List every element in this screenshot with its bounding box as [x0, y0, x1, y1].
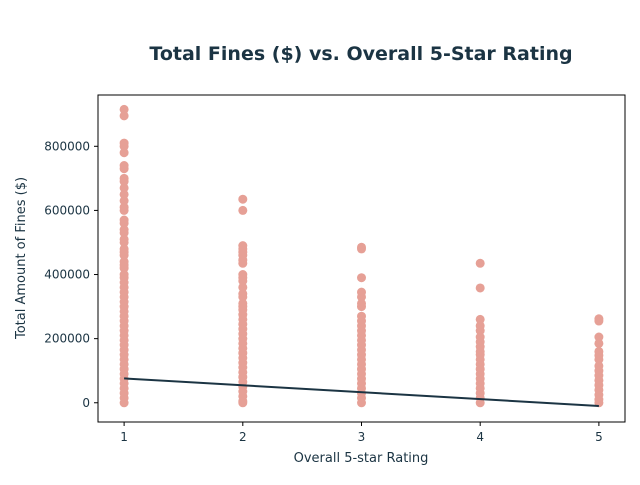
- data-point: [357, 292, 366, 302]
- data-point: [119, 228, 129, 238]
- y-axis: 0 200000 400000 600000 800000: [44, 139, 98, 410]
- data-point: [119, 398, 129, 408]
- data-point: [594, 316, 604, 326]
- x-tick-label: 3: [358, 430, 366, 444]
- data-point: [475, 258, 485, 268]
- data-point: [594, 332, 604, 342]
- data-point: [119, 218, 129, 228]
- data-point: [594, 338, 604, 348]
- data-point: [119, 111, 129, 121]
- y-tick-label: 600000: [44, 203, 90, 217]
- data-point: [238, 194, 248, 204]
- x-tick-label: 2: [239, 430, 247, 444]
- x-tick-label: 4: [476, 430, 484, 444]
- data-point: [357, 398, 366, 408]
- points-layer: [119, 104, 604, 408]
- trend-line: [124, 377, 599, 407]
- x-tick-label: 1: [120, 430, 128, 444]
- data-point: [238, 282, 248, 292]
- data-point: [475, 283, 485, 293]
- data-point: [238, 292, 248, 302]
- data-point: [357, 273, 366, 283]
- data-point: [238, 258, 248, 268]
- data-point: [119, 164, 129, 174]
- data-point: [475, 398, 485, 408]
- data-point: [238, 205, 248, 215]
- chart-title: Total Fines ($) vs. Overall 5-Star Ratin…: [149, 43, 572, 65]
- y-tick-label: 400000: [44, 268, 90, 282]
- data-point: [119, 250, 129, 260]
- data-point: [119, 177, 129, 187]
- x-axis-label: Overall 5-star Rating: [294, 451, 429, 466]
- data-point: [119, 183, 129, 193]
- data-point: [119, 148, 129, 158]
- data-point: [238, 276, 248, 286]
- x-tick-label: 5: [595, 430, 603, 444]
- y-axis-label: Total Amount of Fines ($): [14, 177, 29, 340]
- data-point: [594, 354, 604, 364]
- y-tick-label: 800000: [44, 139, 90, 153]
- data-point: [119, 237, 129, 247]
- data-point: [119, 104, 129, 114]
- data-point: [357, 244, 366, 254]
- x-axis: 1 2 3 4 5: [120, 422, 603, 444]
- data-point: [475, 314, 485, 324]
- data-point: [119, 205, 129, 215]
- data-point: [357, 302, 366, 312]
- data-point: [119, 196, 129, 206]
- data-point: [238, 398, 248, 408]
- y-tick-label: 200000: [44, 332, 90, 346]
- data-point: [119, 263, 129, 273]
- data-point: [119, 141, 129, 151]
- trend-layer: [124, 377, 599, 407]
- data-point: [475, 326, 485, 336]
- data-point: [119, 189, 129, 199]
- y-tick-label: 0: [82, 396, 90, 410]
